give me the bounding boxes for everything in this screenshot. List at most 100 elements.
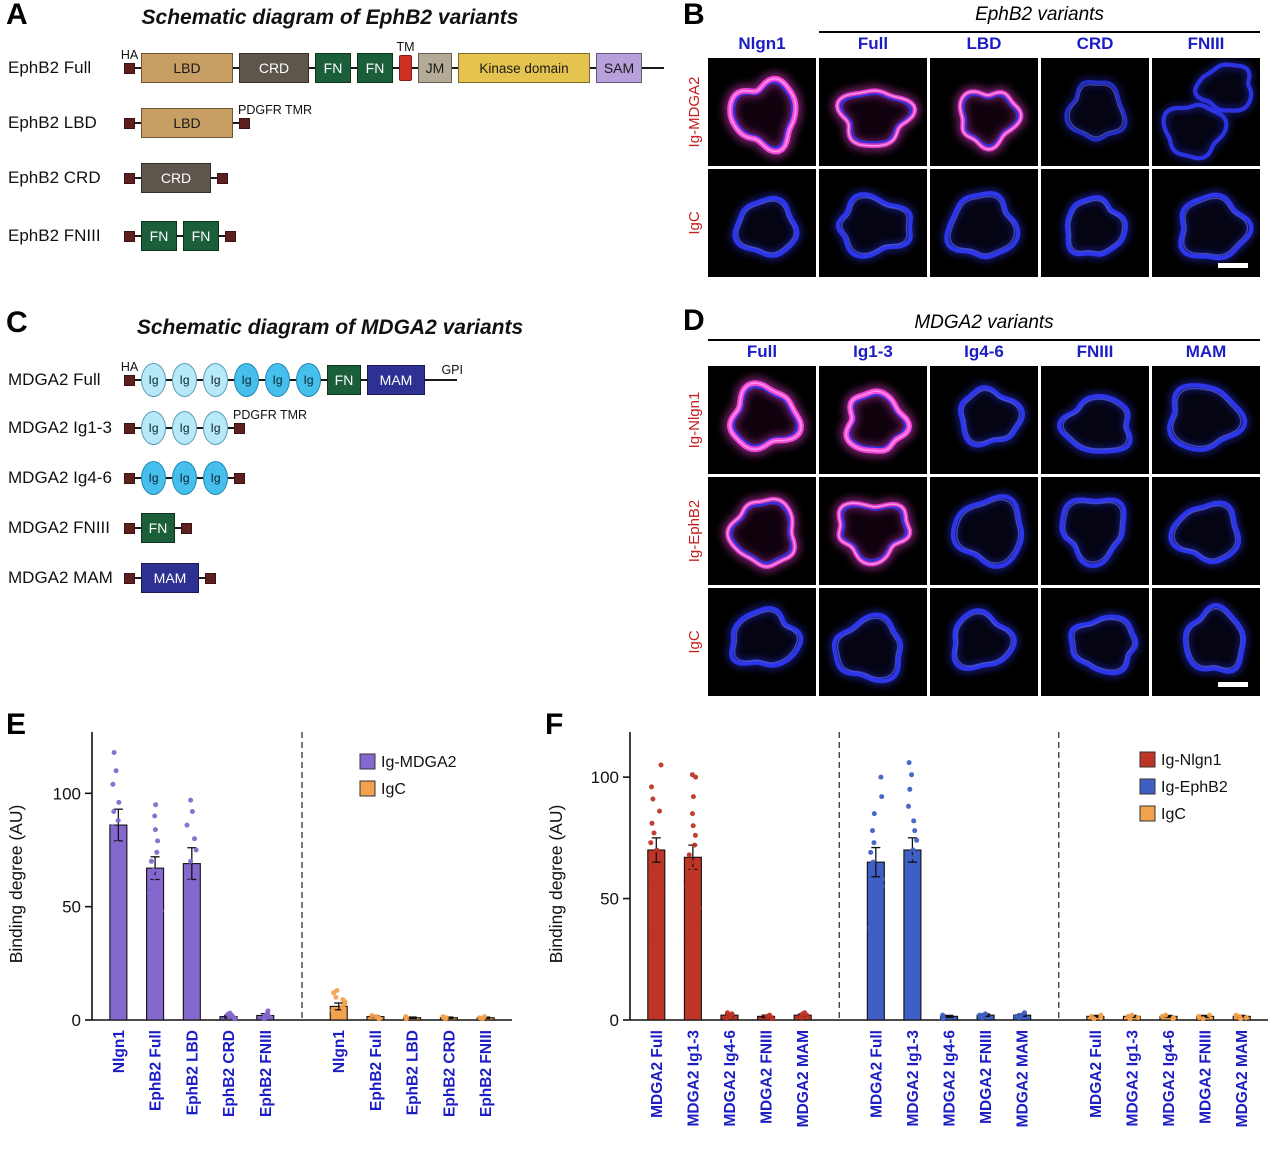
data-point — [648, 871, 654, 877]
ig-domain: Ig — [265, 363, 290, 397]
data-point — [910, 847, 916, 853]
data-point — [690, 794, 696, 800]
cell-ring — [955, 498, 1020, 564]
data-point — [659, 891, 665, 897]
data-point — [658, 762, 664, 768]
tail-line: GPI — [431, 363, 463, 381]
data-point — [369, 1013, 375, 1018]
cell-ring — [1161, 102, 1229, 161]
data-point — [877, 866, 883, 872]
data-point — [653, 864, 659, 870]
schematic-row-mdga2-mam: MDGA2 MAM MAM — [8, 552, 216, 604]
panel-c-title: Schematic diagram of MDGA2 variants — [136, 316, 524, 339]
cell-ring — [962, 389, 1021, 444]
data-point — [907, 786, 913, 792]
cell-ring — [836, 89, 916, 147]
variant-name: MDGA2 Ig4-6 — [8, 468, 112, 487]
panel-b: B EphB2 variants Nlgn1 Full LBD CRD FNIII Ig-… — [680, 0, 1280, 300]
data-point — [911, 818, 917, 824]
data-point — [655, 900, 661, 906]
binding-chart-ephb2: 0 50 100 Binding degree (AU) Nlgn1 EphB2 Full… — [6, 732, 512, 1117]
cell-interior — [953, 610, 1015, 669]
ig-domain: Ig — [172, 411, 197, 445]
data-point — [153, 802, 159, 808]
domain-strip: HA Ig Ig Ig Ig Ig Ig FN MAM GPI — [120, 354, 463, 406]
data-point — [333, 994, 339, 1000]
cell-interior — [1061, 499, 1125, 566]
membrane-tag — [181, 522, 192, 534]
data-point — [157, 917, 163, 923]
data-point — [649, 857, 655, 863]
data-point — [115, 818, 121, 823]
micrograph-igc-crd — [1041, 169, 1149, 277]
data-point — [330, 1008, 336, 1014]
data-point — [116, 799, 122, 805]
micrograph-igc-full — [819, 169, 927, 277]
annotation-label: GPI — [441, 363, 463, 377]
bar — [903, 849, 922, 1021]
data-point — [1098, 1012, 1104, 1018]
x-tick-label: MDGA2 Ig4-6 — [1161, 1030, 1178, 1127]
data-point — [913, 956, 919, 962]
data-point — [696, 905, 702, 911]
variants-header-rule — [819, 31, 1260, 33]
data-point — [879, 794, 885, 800]
y-tick-label: 100 — [53, 784, 81, 803]
legend-swatch — [359, 753, 376, 770]
data-point — [912, 920, 918, 926]
panel-a-title: Schematic diagram of EphB2 variants — [141, 6, 519, 29]
cell-image — [828, 609, 907, 687]
cell-image — [1165, 497, 1244, 568]
data-point — [1022, 1010, 1027, 1016]
column-label-ig4-6: Ig4-6 — [964, 342, 1004, 361]
data-point — [649, 784, 654, 790]
micrograph-ig-mdga2-fniii — [1152, 58, 1260, 166]
micrograph-igc-fniii — [1152, 169, 1260, 277]
row-label-ig-mdga2: Ig-MDGA2 — [686, 76, 703, 148]
data-point — [910, 900, 916, 906]
data-point — [912, 871, 918, 877]
panel-e-letter: E — [6, 708, 27, 741]
panel-c-letter: C — [6, 306, 28, 339]
data-point — [690, 811, 695, 817]
x-tick-label: MDGA2 Ig1-3 — [685, 1030, 702, 1127]
legend-label: IgC — [1161, 806, 1186, 823]
schematic-row-ephb2-lbd: EphB2 LBD LBD PDGFR TMR — [8, 97, 312, 149]
micrograph-ig-nlgn1-mam — [1152, 366, 1260, 474]
x-tick-label: MDGA2 FNIII — [978, 1030, 995, 1124]
column-label-ig1-3: Ig1-3 — [853, 342, 893, 361]
annotation-label: HA — [120, 359, 139, 374]
cell-image — [723, 376, 808, 456]
row-label-igc: IgC — [686, 211, 703, 235]
data-point — [119, 870, 125, 876]
cell-ring — [838, 502, 911, 566]
cell-image — [1062, 192, 1131, 260]
ig-domain: Ig — [141, 411, 166, 445]
micrograph-ig-mdga2-full — [819, 58, 927, 166]
domain-fn: FN — [141, 513, 175, 543]
ig-domain: Ig — [203, 461, 228, 495]
data-point — [373, 1014, 379, 1020]
data-point — [1089, 1013, 1094, 1019]
data-point — [868, 849, 874, 855]
domain-strip: LBD PDGFR TMR — [124, 97, 312, 149]
data-point — [477, 1015, 483, 1021]
cell-ring — [955, 612, 1013, 667]
domain-sam: SAM — [596, 53, 642, 83]
cell-image — [721, 493, 801, 573]
data-point — [877, 896, 883, 902]
cell-ring — [1073, 618, 1134, 671]
ig-domain: Ig — [172, 461, 197, 495]
cell-ring — [737, 200, 795, 254]
micrograph-ig-nlgn1-fniii — [1041, 366, 1149, 474]
variant-name: EphB2 CRD — [8, 168, 101, 187]
data-point — [977, 1012, 983, 1018]
annotation-label: TM — [396, 40, 415, 54]
schematic-row-ephb2-fniii: EphB2 FNIII FN FN — [8, 210, 236, 262]
x-tick-label: MDGA2 MAM — [1015, 1030, 1032, 1127]
cell-image — [729, 192, 803, 261]
panel-e: 0 50 100 Binding degree (AU) Nlgn1 EphB2 Full… — [0, 708, 535, 1156]
data-point — [440, 1014, 446, 1020]
cell-ring — [1056, 393, 1133, 454]
